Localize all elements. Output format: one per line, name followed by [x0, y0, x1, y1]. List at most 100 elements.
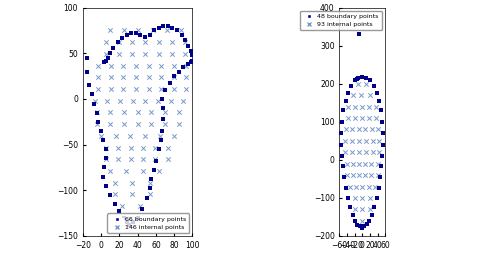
Point	[120, 122, 128, 126]
Point	[144, 75, 152, 79]
Point	[340, 164, 347, 168]
Point	[180, 99, 188, 103]
Point	[344, 196, 352, 200]
Point	[366, 196, 374, 200]
Point	[352, 219, 360, 223]
Point	[352, 77, 360, 81]
Point	[148, 177, 156, 181]
Point	[376, 175, 384, 179]
Point	[340, 175, 348, 179]
Point	[107, 64, 115, 68]
Point	[352, 184, 360, 188]
Point	[354, 76, 362, 80]
Point	[181, 40, 189, 44]
Point	[358, 93, 366, 97]
Point	[154, 99, 162, 103]
Point	[115, 52, 123, 56]
Point	[161, 122, 169, 126]
Point	[102, 147, 110, 151]
Point	[358, 219, 366, 223]
Point	[139, 146, 147, 150]
Point	[379, 142, 387, 147]
Point	[102, 184, 110, 188]
Point	[144, 64, 152, 68]
Point	[102, 156, 110, 160]
Point	[338, 120, 346, 124]
Point	[349, 213, 357, 217]
Point	[363, 222, 371, 226]
Point	[170, 75, 177, 79]
Point	[160, 24, 168, 28]
Point	[111, 181, 119, 185]
Point	[338, 154, 346, 158]
Point	[116, 209, 124, 213]
Point	[144, 87, 152, 91]
Point	[186, 60, 194, 65]
Point	[106, 169, 114, 173]
Point	[126, 134, 134, 138]
Point	[150, 28, 158, 33]
Point	[152, 157, 160, 161]
Point	[358, 226, 366, 230]
Point	[150, 168, 158, 172]
Point	[134, 28, 142, 33]
Point	[182, 75, 190, 79]
Point	[184, 62, 192, 66]
Point	[366, 207, 374, 211]
Point	[152, 146, 160, 150]
Point	[175, 110, 183, 115]
Point	[132, 64, 140, 68]
Point	[342, 186, 350, 190]
Point	[348, 150, 356, 154]
Point	[90, 102, 98, 106]
Point	[351, 105, 359, 109]
Point	[92, 111, 100, 115]
Point	[181, 38, 189, 42]
Point	[373, 91, 381, 95]
Point	[358, 116, 366, 120]
Point	[157, 75, 165, 79]
Point	[358, 184, 366, 188]
Point	[188, 53, 196, 57]
Point	[355, 139, 363, 143]
Point	[160, 106, 168, 110]
Point	[373, 196, 381, 200]
Point	[168, 52, 176, 56]
Point	[132, 87, 140, 91]
Point	[154, 40, 162, 44]
Point	[370, 205, 378, 210]
Point	[106, 122, 114, 126]
Point	[175, 70, 183, 74]
Point	[154, 26, 162, 30]
Point	[97, 129, 105, 133]
Point	[128, 31, 136, 35]
Point	[168, 40, 176, 44]
Point	[344, 105, 352, 109]
Point	[160, 117, 168, 121]
Point	[107, 75, 115, 79]
Point	[115, 40, 123, 44]
Point	[124, 223, 132, 227]
Point	[358, 196, 366, 200]
Point	[184, 44, 192, 48]
Point	[158, 97, 166, 101]
Point	[94, 87, 102, 91]
Point	[378, 120, 386, 124]
Point	[102, 40, 110, 44]
Point	[142, 40, 150, 44]
Point	[370, 84, 378, 88]
Point	[126, 146, 134, 150]
Point	[99, 174, 107, 179]
Point	[350, 196, 358, 200]
Point	[156, 134, 164, 138]
Point	[346, 184, 354, 188]
Point	[146, 186, 154, 190]
Point	[362, 150, 370, 154]
Point	[94, 64, 102, 68]
Point	[139, 157, 147, 161]
Point	[164, 146, 172, 150]
Point	[349, 162, 357, 166]
Point	[106, 193, 114, 197]
Point	[114, 146, 122, 150]
Point	[118, 204, 126, 208]
